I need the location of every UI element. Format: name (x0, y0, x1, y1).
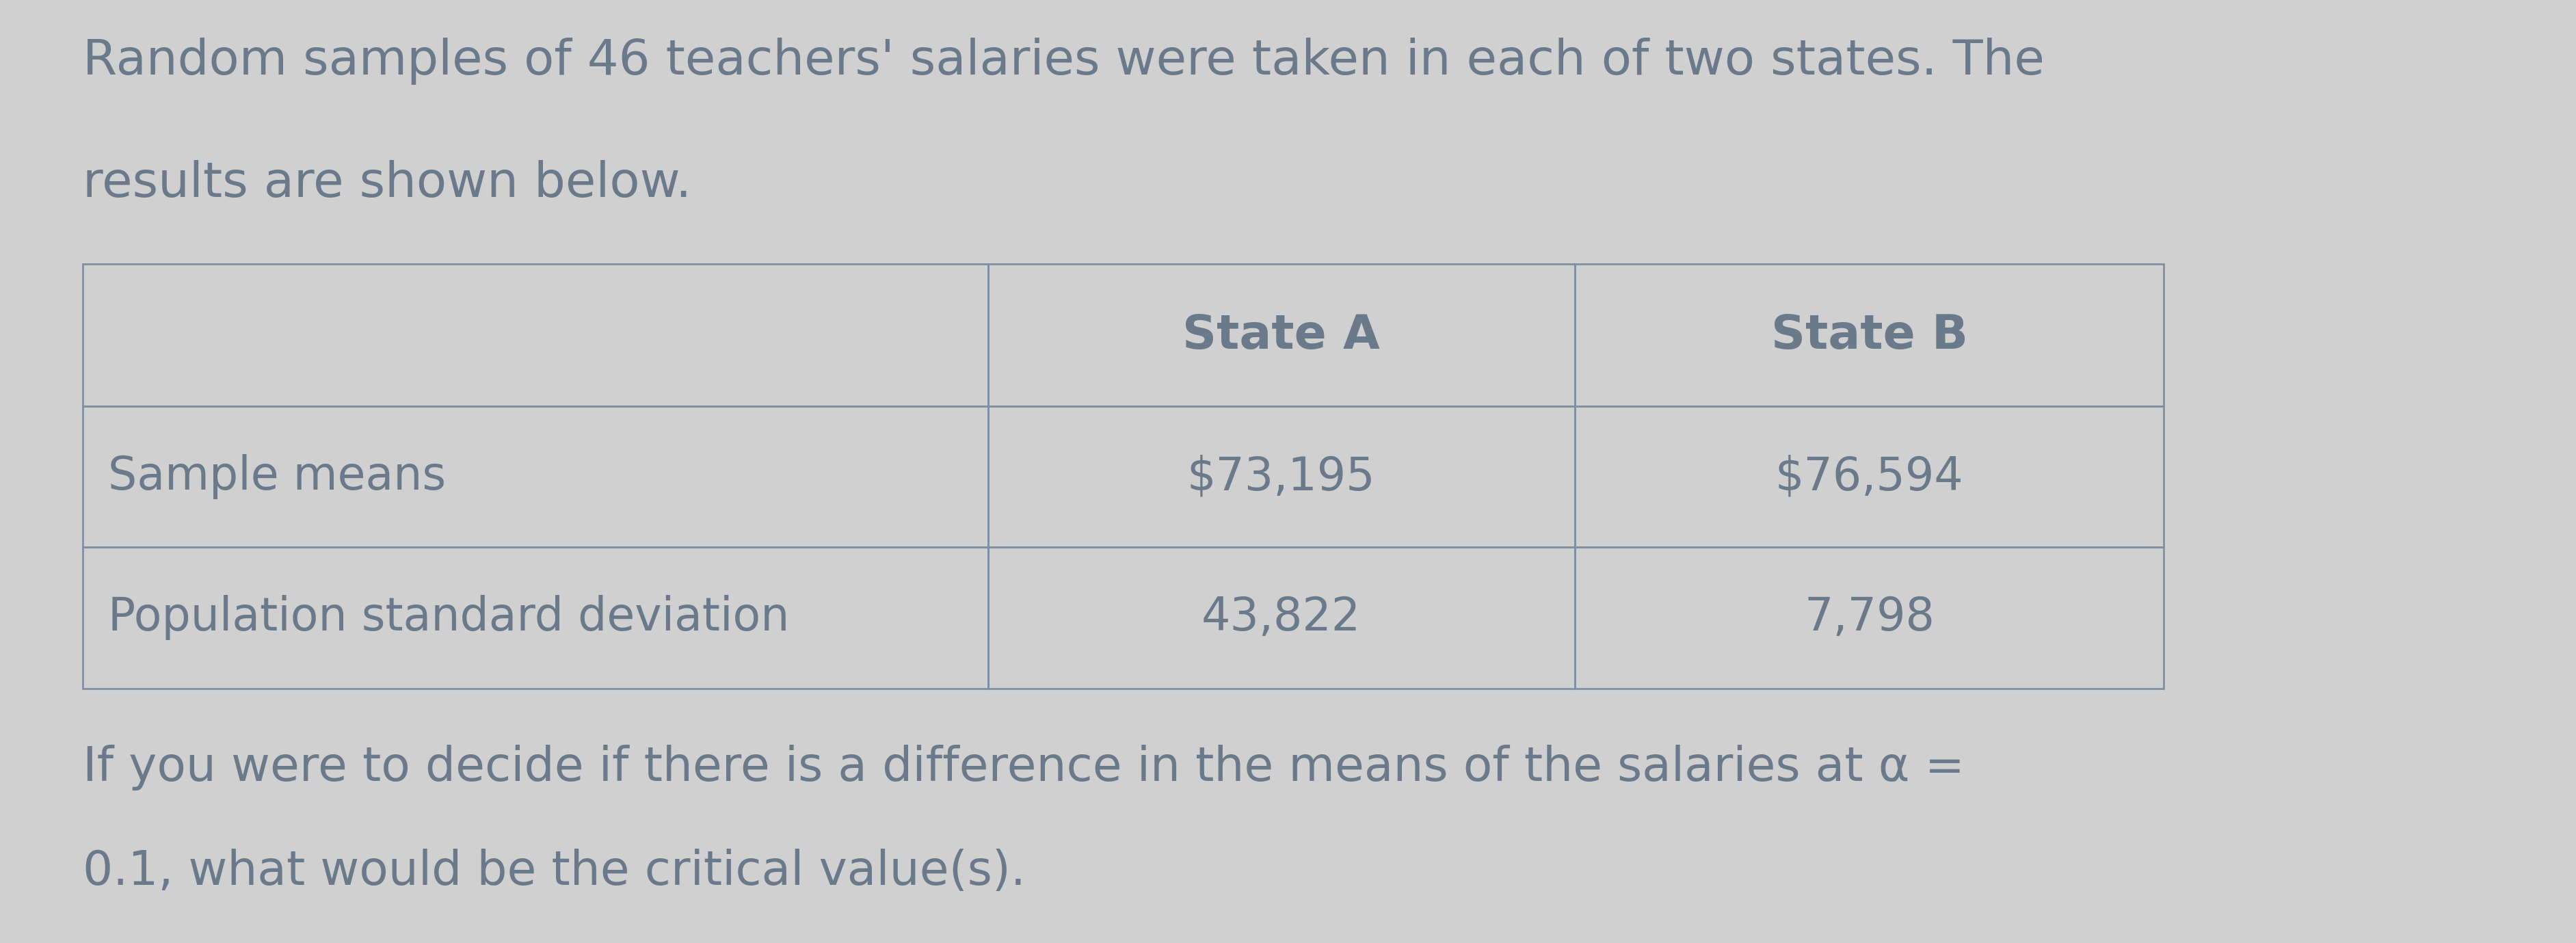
Text: State A: State A (1182, 312, 1381, 358)
Text: $73,195: $73,195 (1188, 455, 1376, 499)
Bar (987, 547, 1574, 688)
Text: State B: State B (1770, 312, 1968, 358)
Text: Population standard deviation: Population standard deviation (108, 595, 791, 640)
Bar (82, 264, 987, 406)
Text: If you were to decide if there is a difference in the means of the salaries at α: If you were to decide if there is a diff… (82, 745, 1965, 791)
Text: Random samples of 46 teachers' salaries were taken in each of two states. The: Random samples of 46 teachers' salaries … (82, 38, 2045, 85)
Text: 0.1, what would be the critical value(s).: 0.1, what would be the critical value(s)… (82, 849, 1025, 895)
Bar (1574, 264, 2164, 406)
Bar (82, 406, 987, 547)
Text: 43,822: 43,822 (1200, 595, 1360, 640)
Bar (82, 547, 987, 688)
Text: 7,798: 7,798 (1803, 595, 1935, 640)
Bar (1574, 547, 2164, 688)
Text: results are shown below.: results are shown below. (82, 160, 690, 207)
Bar (987, 406, 1574, 547)
Bar (1574, 406, 2164, 547)
Text: $76,594: $76,594 (1775, 455, 1963, 499)
Text: Sample means: Sample means (108, 455, 446, 499)
Bar (987, 264, 1574, 406)
